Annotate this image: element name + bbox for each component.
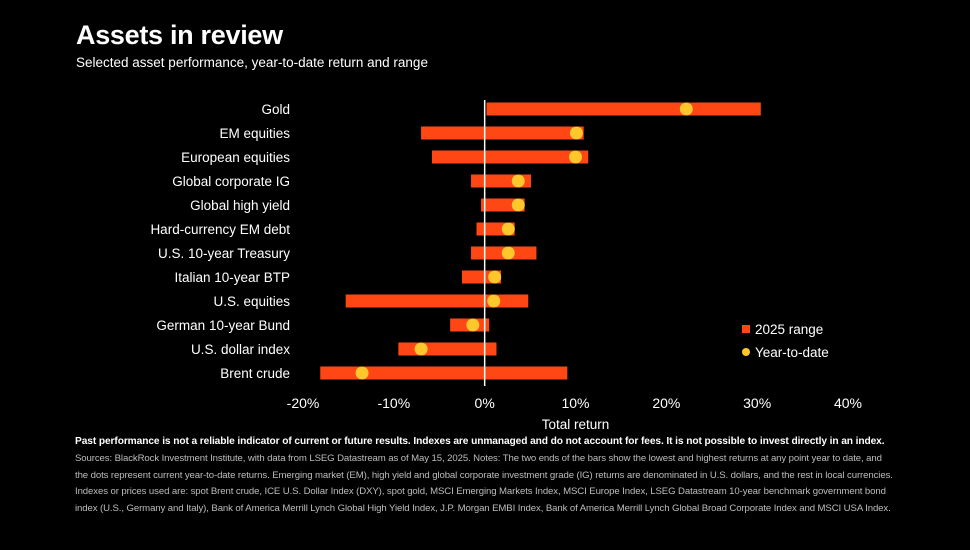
footnote-sources: Sources: BlackRock Investment Institute,… [75, 452, 893, 515]
category-label: Italian 10-year BTP [174, 270, 290, 285]
chart-subtitle: Selected asset performance, year-to-date… [76, 55, 428, 70]
category-label: Global high yield [190, 198, 290, 213]
category-label: Hard-currency EM debt [150, 222, 290, 237]
x-axis-label: Total return [542, 417, 610, 430]
legend-range-swatch [742, 325, 750, 333]
category-label: U.S. dollar index [191, 342, 290, 357]
legend-ytd-label: Year-to-date [755, 345, 829, 360]
ytd-dot [501, 246, 515, 260]
x-tick-label: -10% [377, 395, 410, 411]
range-bar [431, 150, 589, 164]
range-bar [345, 294, 529, 308]
legend-range-label: 2025 range [755, 322, 823, 337]
category-label: Gold [261, 102, 290, 117]
category-label: EM equities [219, 126, 290, 141]
x-tick-label: 10% [561, 395, 589, 411]
x-tick-label: 40% [834, 395, 862, 411]
category-label: U.S. 10-year Treasury [158, 246, 290, 261]
ytd-dot [511, 174, 525, 188]
ytd-dot [511, 198, 525, 212]
category-label: Brent crude [220, 366, 290, 381]
legend-ytd-swatch [742, 348, 750, 356]
category-label: U.S. equities [213, 294, 290, 309]
ytd-dot [679, 102, 693, 116]
footnote-disclaimer: Past performance is not a reliable indic… [75, 436, 885, 447]
x-tick-label: 30% [743, 395, 771, 411]
ytd-dot [355, 366, 369, 380]
ytd-dot [569, 150, 582, 164]
ytd-dot [487, 294, 501, 308]
x-tick-label: -20% [287, 395, 320, 411]
ytd-dot [569, 126, 583, 140]
range-bar [320, 366, 568, 380]
category-label: European equities [181, 150, 290, 165]
chart-title: Assets in review [76, 20, 283, 50]
ytd-dot [501, 222, 515, 236]
range-bar [486, 102, 761, 116]
range-chart: Gold EM equities European equities Global c… [150, 100, 862, 430]
x-tick-label: 20% [652, 395, 680, 411]
ytd-dot [466, 318, 480, 332]
ytd-dot [488, 270, 502, 284]
category-label: Global corporate IG [172, 174, 290, 189]
ytd-dot [414, 342, 428, 356]
footnote: Past performance is not a reliable indic… [75, 434, 895, 518]
range-bar [398, 342, 497, 356]
x-tick-label: 0% [475, 395, 495, 411]
category-label: German 10-year Bund [156, 318, 290, 333]
range-bar [421, 126, 584, 140]
